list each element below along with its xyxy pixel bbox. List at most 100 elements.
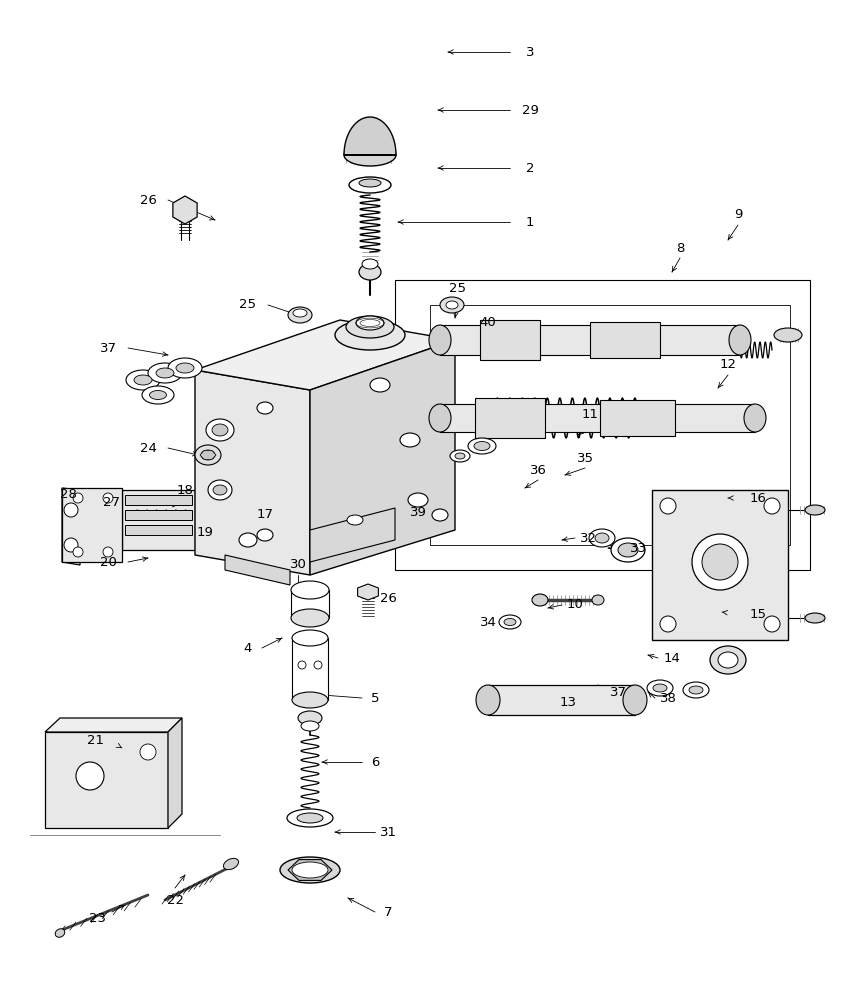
Text: 25: 25 bbox=[240, 298, 257, 312]
Ellipse shape bbox=[774, 328, 802, 342]
Ellipse shape bbox=[370, 378, 390, 392]
Text: 25: 25 bbox=[450, 282, 467, 294]
Ellipse shape bbox=[647, 680, 673, 696]
Ellipse shape bbox=[142, 386, 174, 404]
Ellipse shape bbox=[149, 390, 166, 399]
Text: 33: 33 bbox=[630, 542, 647, 554]
Text: 12: 12 bbox=[719, 359, 737, 371]
Ellipse shape bbox=[349, 177, 391, 193]
Ellipse shape bbox=[287, 809, 333, 827]
Text: 10: 10 bbox=[566, 598, 583, 611]
Ellipse shape bbox=[280, 857, 340, 883]
Circle shape bbox=[64, 503, 78, 517]
Ellipse shape bbox=[346, 316, 394, 338]
Ellipse shape bbox=[589, 529, 615, 547]
Polygon shape bbox=[168, 718, 182, 828]
Text: 32: 32 bbox=[580, 532, 597, 544]
Polygon shape bbox=[344, 117, 396, 155]
Ellipse shape bbox=[653, 684, 667, 692]
Text: 7: 7 bbox=[384, 906, 392, 918]
Circle shape bbox=[764, 616, 780, 632]
Polygon shape bbox=[45, 718, 182, 732]
Ellipse shape bbox=[499, 615, 521, 629]
Text: 2: 2 bbox=[526, 161, 534, 174]
Ellipse shape bbox=[344, 144, 396, 166]
Ellipse shape bbox=[805, 613, 825, 623]
Ellipse shape bbox=[293, 309, 307, 317]
Ellipse shape bbox=[450, 450, 470, 462]
Polygon shape bbox=[225, 555, 290, 585]
Polygon shape bbox=[440, 404, 755, 432]
Polygon shape bbox=[488, 685, 635, 715]
Ellipse shape bbox=[212, 424, 228, 436]
Text: 29: 29 bbox=[522, 104, 538, 116]
Ellipse shape bbox=[468, 438, 496, 454]
Ellipse shape bbox=[446, 301, 458, 309]
Text: 15: 15 bbox=[749, 608, 766, 621]
Polygon shape bbox=[200, 451, 216, 459]
Polygon shape bbox=[45, 732, 168, 828]
Text: 19: 19 bbox=[197, 526, 214, 538]
Ellipse shape bbox=[335, 320, 405, 350]
Text: 23: 23 bbox=[89, 912, 106, 924]
Circle shape bbox=[103, 547, 113, 557]
Ellipse shape bbox=[683, 682, 709, 698]
Text: 18: 18 bbox=[176, 484, 193, 496]
Text: 11: 11 bbox=[582, 408, 598, 422]
Ellipse shape bbox=[168, 358, 202, 378]
Text: 22: 22 bbox=[166, 894, 183, 906]
Polygon shape bbox=[62, 488, 80, 565]
Polygon shape bbox=[125, 495, 192, 505]
Text: 38: 38 bbox=[659, 692, 676, 704]
Text: 31: 31 bbox=[380, 826, 397, 838]
Ellipse shape bbox=[400, 433, 420, 447]
Polygon shape bbox=[600, 400, 675, 436]
Text: 34: 34 bbox=[479, 615, 496, 629]
Text: 9: 9 bbox=[733, 209, 742, 222]
Ellipse shape bbox=[474, 442, 490, 450]
Ellipse shape bbox=[805, 505, 825, 515]
Ellipse shape bbox=[429, 404, 451, 432]
Ellipse shape bbox=[298, 711, 322, 725]
Polygon shape bbox=[62, 488, 122, 562]
Polygon shape bbox=[652, 490, 788, 640]
Text: 39: 39 bbox=[409, 506, 426, 518]
Ellipse shape bbox=[176, 363, 194, 373]
Ellipse shape bbox=[356, 316, 384, 330]
Ellipse shape bbox=[148, 363, 182, 383]
Circle shape bbox=[692, 534, 748, 590]
Text: 24: 24 bbox=[139, 442, 156, 454]
Text: 21: 21 bbox=[86, 734, 104, 746]
Polygon shape bbox=[480, 320, 540, 360]
Ellipse shape bbox=[55, 929, 65, 937]
Polygon shape bbox=[291, 590, 329, 618]
Ellipse shape bbox=[729, 325, 751, 355]
Text: 26: 26 bbox=[139, 194, 156, 207]
Polygon shape bbox=[590, 322, 660, 358]
Ellipse shape bbox=[239, 533, 257, 547]
Ellipse shape bbox=[440, 297, 464, 313]
Ellipse shape bbox=[213, 485, 227, 495]
Ellipse shape bbox=[208, 480, 232, 500]
Text: 3: 3 bbox=[526, 45, 534, 58]
Text: 28: 28 bbox=[60, 488, 77, 502]
Polygon shape bbox=[125, 525, 192, 535]
Ellipse shape bbox=[710, 646, 746, 674]
Ellipse shape bbox=[288, 307, 312, 323]
Circle shape bbox=[73, 547, 83, 557]
Circle shape bbox=[660, 498, 676, 514]
Ellipse shape bbox=[347, 515, 363, 525]
Text: 4: 4 bbox=[244, 642, 252, 654]
Ellipse shape bbox=[297, 813, 323, 823]
Ellipse shape bbox=[623, 685, 647, 715]
Ellipse shape bbox=[292, 692, 328, 708]
Ellipse shape bbox=[257, 529, 273, 541]
Polygon shape bbox=[122, 490, 195, 550]
Text: 8: 8 bbox=[676, 241, 684, 254]
Ellipse shape bbox=[359, 179, 381, 187]
Polygon shape bbox=[310, 508, 395, 562]
Ellipse shape bbox=[291, 581, 329, 599]
Polygon shape bbox=[195, 370, 310, 575]
Ellipse shape bbox=[618, 543, 638, 557]
Ellipse shape bbox=[532, 594, 548, 606]
